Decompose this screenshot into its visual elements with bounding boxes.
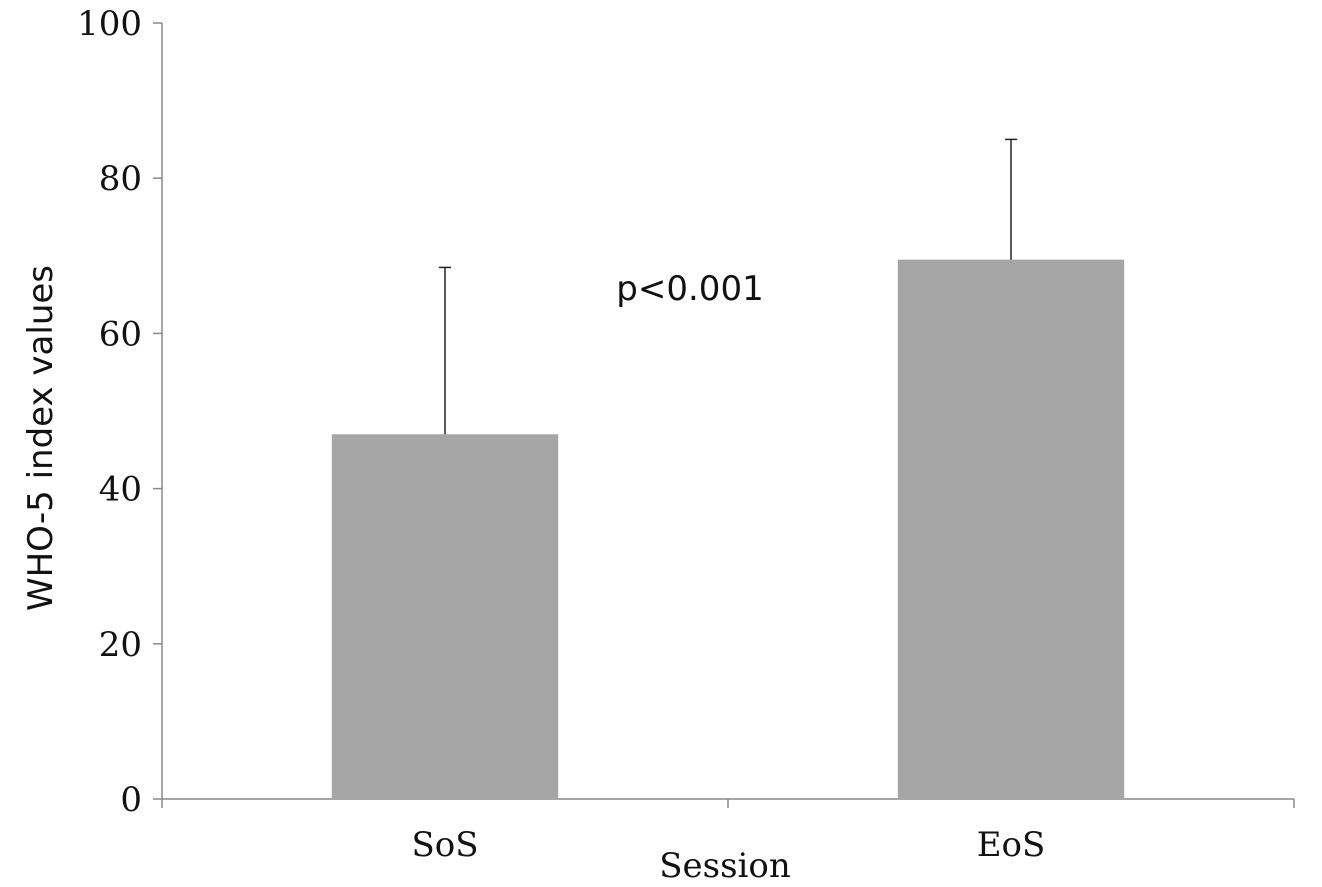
y-tick-label: 0	[120, 780, 142, 820]
labels: 0 20 40 60 80 100 SoS EoS	[77, 4, 1045, 865]
y-tick-label: 20	[99, 625, 142, 665]
bar-eos	[897, 259, 1125, 799]
bars	[331, 259, 1125, 799]
x-tick-label: EoS	[977, 825, 1046, 865]
y-axis-label: WHO-5 index values	[21, 265, 61, 611]
y-tick-label: 40	[99, 470, 142, 510]
y-tick-label: 100	[77, 4, 142, 44]
significance-annotation: p<0.001	[616, 269, 763, 309]
x-tick-label: SoS	[411, 825, 478, 865]
y-tick-label: 60	[99, 314, 142, 354]
error-bars	[439, 138, 1017, 435]
bar-sos	[331, 434, 559, 799]
x-axis-label: Session	[659, 846, 791, 882]
y-tick-label: 80	[99, 159, 142, 199]
